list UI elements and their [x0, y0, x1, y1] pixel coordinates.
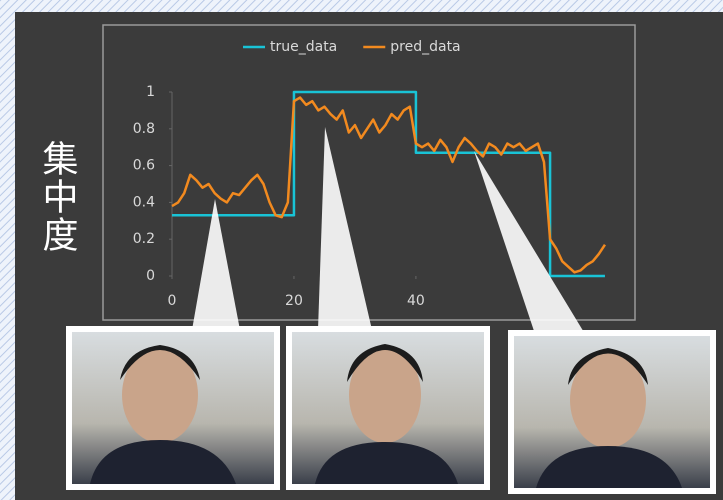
y-tick-label: 0 — [146, 268, 155, 284]
legend-label: pred_data — [390, 39, 460, 55]
x-tick-label: 40 — [407, 293, 425, 309]
y-tick-label: 0.6 — [133, 158, 155, 174]
x-tick-label: 20 — [285, 293, 303, 309]
y-tick-label: 0.4 — [133, 194, 155, 210]
page: {"chart_data": {"type": "line", "y_label… — [0, 0, 723, 500]
photo-2 — [286, 326, 490, 490]
y-axis-label: 集中度 — [37, 140, 78, 254]
y-tick-label: 0.2 — [133, 231, 155, 247]
legend-label: true_data — [270, 39, 337, 55]
x-tick-label: 0 — [168, 293, 177, 309]
y-tick-label: 0.8 — [133, 121, 155, 137]
y-tick-label: 1 — [146, 84, 155, 100]
photo-1 — [66, 326, 280, 490]
photo-3 — [508, 330, 716, 494]
slide: 集中度 0 0.2 0.4 0.6 0.8 1 0 20 40 true_data pred_dat… — [0, 0, 723, 500]
